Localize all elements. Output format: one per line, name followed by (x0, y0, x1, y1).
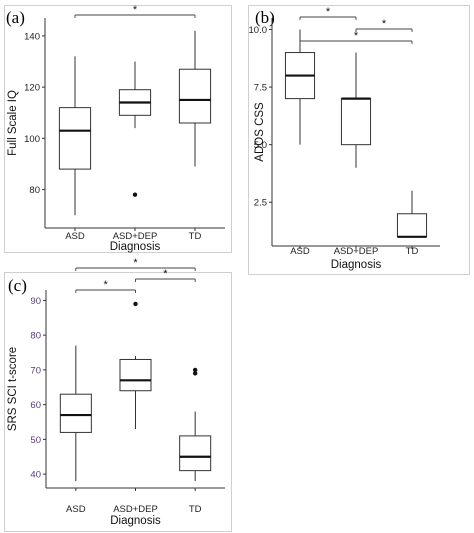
chart0-x-tick-label: TD (189, 231, 202, 242)
chart0-box (58, 107, 92, 170)
chart0-x-tick-label: ASD (65, 231, 85, 242)
chart1-sig-label: * (326, 6, 331, 18)
chart1-y-tick-label: 10.0 (249, 25, 268, 36)
chart0-y-tick-label: 80 (29, 185, 40, 196)
panel-c-letter: (c) (8, 276, 27, 295)
panel-a-frame (4, 5, 232, 253)
chart2-x-tick-label: ASD+DEP (113, 504, 158, 515)
chart0-sig-label: * (133, 4, 138, 16)
chart0-y-axis-title: Full Scale IQ (7, 90, 19, 156)
chart2-y-tick-label: 50 (30, 435, 41, 446)
panel-b-letter: (b) (255, 8, 275, 27)
chart0-x-axis-title: Diagnosis (110, 241, 161, 253)
chart2-box (119, 358, 152, 392)
chart1-box (396, 213, 428, 238)
chart2-y-tick-label: 40 (30, 470, 41, 481)
chart2-x-tick-label: TD (189, 504, 202, 515)
chart1-y-axis-title: ADOS CSS (254, 102, 266, 162)
chart2-sig-label: * (104, 279, 109, 291)
chart2-x-axis-title: Diagnosis (110, 515, 161, 527)
chart1-y-tick-label: 5.0 (254, 140, 267, 151)
chart0-y-tick-label: 140 (24, 31, 40, 42)
chart1-x-tick-label: TD (406, 246, 419, 257)
chart1-x-tick-label: ASD (290, 246, 310, 257)
panel-a-letter: (a) (6, 8, 25, 27)
chart1-sig-label: * (382, 18, 387, 30)
chart0-x-tick-label: ASD+DEP (113, 231, 158, 242)
chart2-outlier-point (133, 301, 138, 307)
chart1-x-tick-label: ASD+DEP (334, 246, 379, 257)
chart2-box (179, 435, 212, 472)
chart1-box (340, 98, 372, 146)
chart2-y-tick-label: 70 (30, 365, 41, 376)
chart1-y-tick-label: 7.5 (254, 83, 267, 94)
chart2-y-tick-label: 90 (30, 296, 41, 307)
chart1-y-tick-label: 2.5 (254, 198, 267, 209)
panel-c-frame (4, 272, 232, 532)
chart0-y-tick-label: 100 (24, 134, 40, 145)
chart2-outlier-point (192, 367, 198, 373)
chart2-x-tick-label: ASD (66, 504, 86, 515)
chart2-sig-label: * (163, 268, 168, 280)
chart2-y-tick-label: 60 (30, 400, 41, 411)
chart1-x-axis-title: Diagnosis (331, 259, 382, 271)
chart1-sig-label: * (354, 30, 359, 42)
chart2-sig-label: * (133, 257, 138, 269)
chart2-outlier-point (192, 371, 198, 376)
chart0-y-tick-label: 120 (24, 83, 40, 94)
chart2-y-axis-title: SRS SCI t-score (7, 347, 19, 431)
chart0-outlier-point (132, 192, 138, 197)
chart2-y-tick-label: 80 (30, 331, 41, 342)
chart2-box (59, 393, 92, 433)
chart0-box (178, 68, 212, 124)
